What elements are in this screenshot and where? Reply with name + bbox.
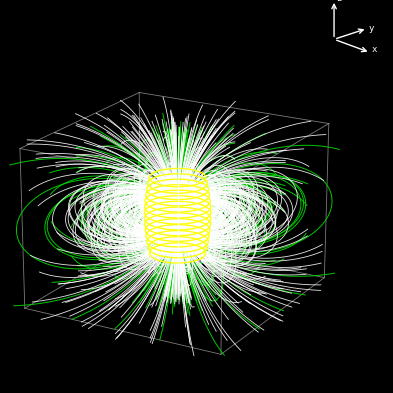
Text: y: y (369, 24, 374, 33)
Text: z: z (336, 0, 342, 3)
Text: x: x (371, 45, 377, 54)
